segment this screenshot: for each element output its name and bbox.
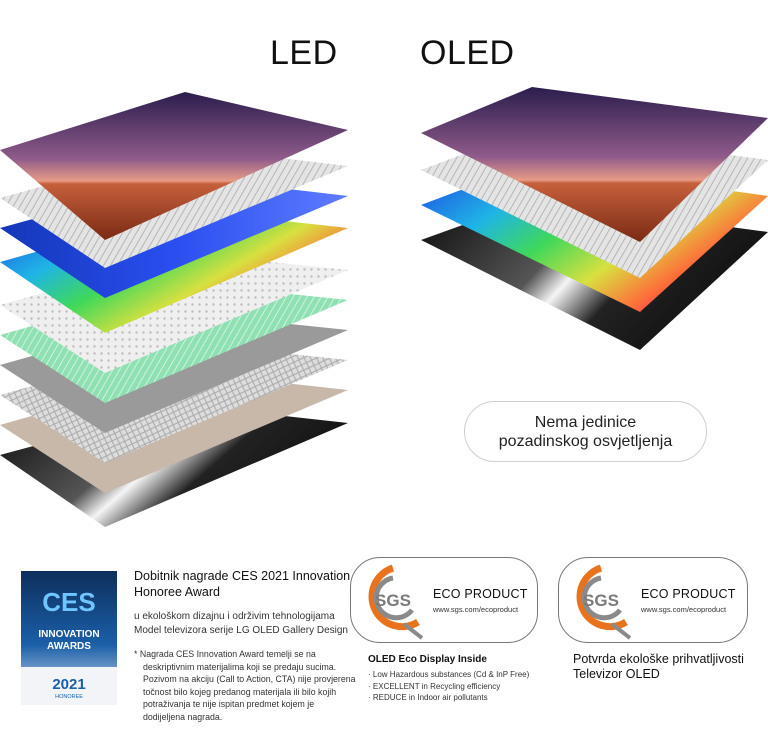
ces-awards-text: AWARDS (47, 641, 91, 652)
oled-layer-stack (421, 87, 768, 350)
no-backlight-label: Nema jedinice pozadinskog osvjetljenja (464, 401, 707, 462)
eco-product-title: ECO PRODUCT (641, 587, 736, 601)
oled-title: OLED (420, 34, 515, 72)
oled-layer-image-panel (421, 87, 768, 242)
ces-innovation-text: INNOVATION (38, 629, 99, 640)
eco-display-caption-title: OLED Eco Display Inside (368, 654, 487, 665)
ces-sub-line1: u ekološkom dizajnu i održivim tehnologi… (134, 611, 335, 622)
eco-product-url: www.sgs.com/ecoproduct (641, 605, 727, 614)
ces-heading: Dobitnik nagrade CES 2021 Innovation Hon… (134, 569, 351, 599)
sgs-logo-icon: SGS (368, 564, 424, 640)
no-backlight-line2: pozadinskog osvjetljenja (498, 432, 673, 450)
sgs-logo-text: SGS (375, 591, 411, 610)
sgs-eco-product-card-tv: SGS ECO PRODUCT www.sgs.com/ecoproduct (558, 557, 748, 643)
list-item: REDUCE in Indoor air pollutants (368, 692, 558, 704)
led-layer-image-panel (0, 92, 348, 240)
ces-innovation-award-badge: CES INNOVATION AWARDS 2021 HONOREE (21, 571, 117, 705)
list-item: EXCELLENT in Recycling efficiency (368, 681, 558, 693)
ces-sub-line2: Model televizora serije LG OLED Gallery … (134, 625, 348, 636)
eco-tv-caption-line2: Televizor OLED (573, 667, 660, 681)
ces-honoree-text: HONOREE (55, 694, 83, 700)
ces-year-text: 2021 (52, 676, 85, 693)
eco-tv-caption-line1: Potvrda ekološke prihvatljivosti (573, 652, 744, 666)
led-title: LED (270, 34, 338, 72)
ces-brand-text: CES (42, 587, 95, 617)
eco-product-title: ECO PRODUCT (433, 587, 528, 601)
sgs-logo-icon: SGS (576, 564, 632, 640)
eco-tv-caption: Potvrda ekološke prihvatljivosti Televiz… (573, 652, 763, 682)
eco-product-url: www.sgs.com/ecoproduct (433, 605, 519, 614)
ces-award-text-block: Dobitnik nagrade CES 2021 Innovation Hon… (134, 568, 356, 723)
no-backlight-line1: Nema jedinice (534, 413, 637, 431)
ces-disclaimer-note: * Nagrada CES Innovation Award temelji s… (134, 649, 356, 722)
layer-stack-illustration (0, 87, 768, 527)
eco-display-caption: OLED Eco Display Inside Low Hazardous su… (368, 653, 558, 704)
led-layer-stack (0, 92, 348, 527)
sgs-eco-product-card-display: SGS ECO PRODUCT www.sgs.com/ecoproduct (350, 557, 538, 643)
list-item: Low Hazardous substances (Cd & InP Free) (368, 669, 558, 681)
sgs-logo-text: SGS (583, 591, 619, 610)
eco-display-list: Low Hazardous substances (Cd & InP Free)… (368, 669, 558, 704)
